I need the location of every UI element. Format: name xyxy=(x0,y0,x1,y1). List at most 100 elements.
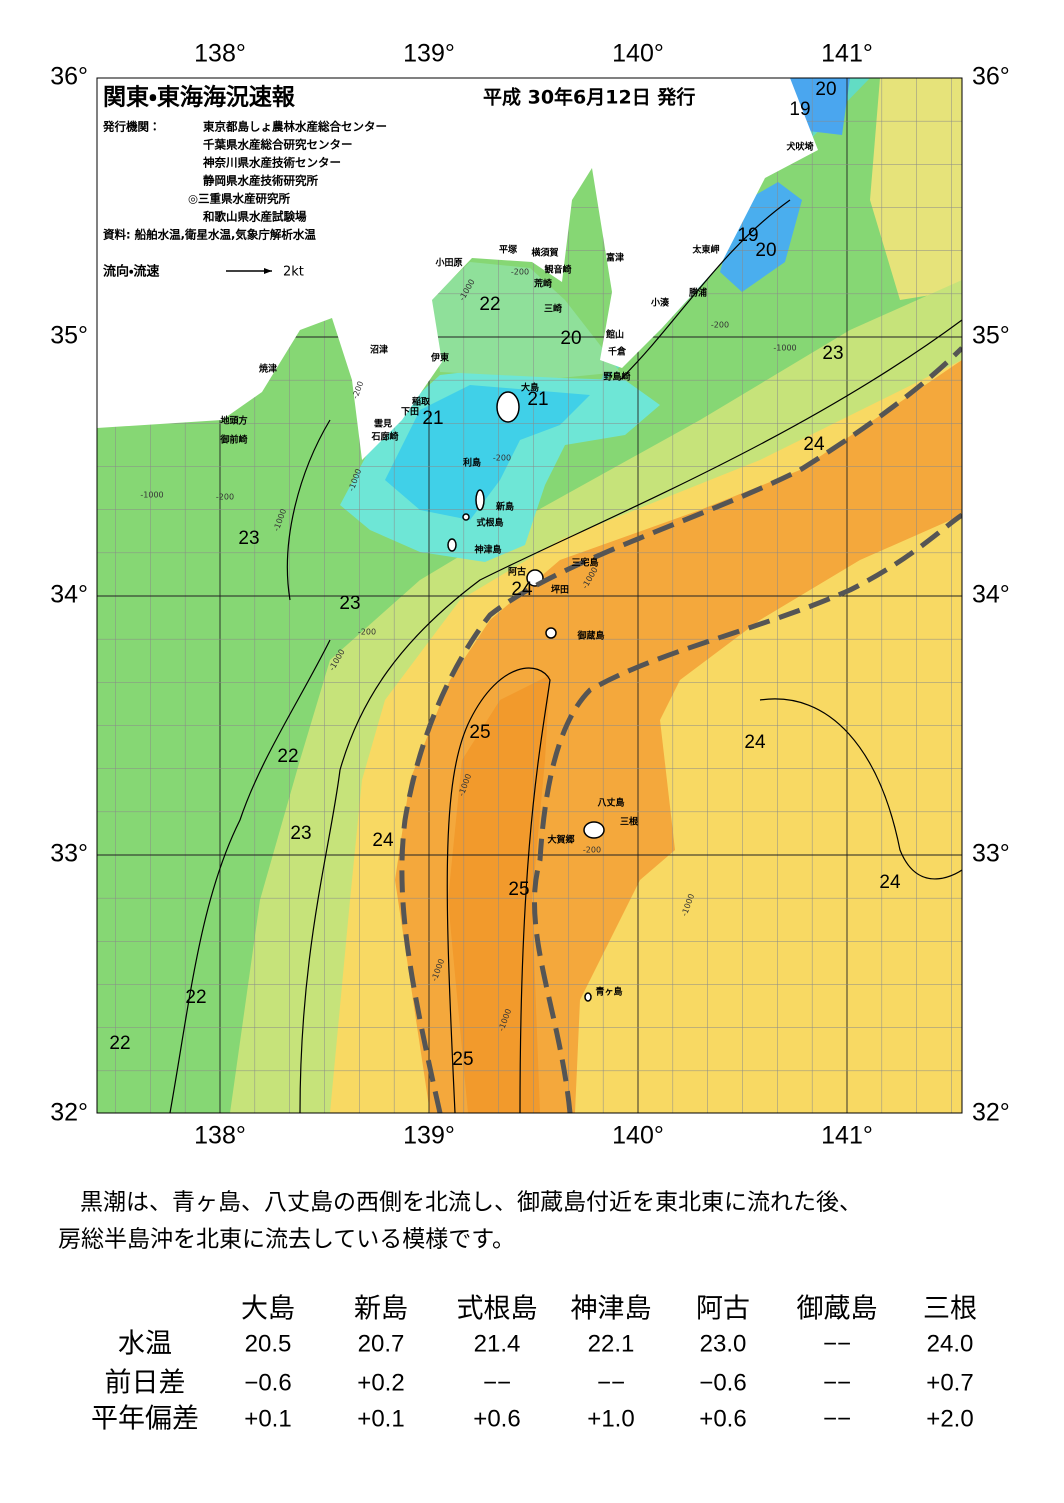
sources: 資料: 船舶水温,衛星水温,気象庁解析水温 xyxy=(103,228,316,242)
table-cell: +0.6 xyxy=(699,1405,746,1432)
longitude-label: 139° xyxy=(403,40,455,68)
isotherm-label: 24 xyxy=(511,579,533,600)
place-label: 三宅島 xyxy=(571,557,598,569)
latitude-label: 32° xyxy=(972,1099,1010,1127)
depth-label: -200 xyxy=(493,454,511,463)
table-cell: −0.6 xyxy=(699,1369,746,1396)
place-label: 伊東 xyxy=(430,352,449,364)
place-label: 御前崎 xyxy=(219,434,247,446)
island xyxy=(462,513,470,521)
isotherm-label: 25 xyxy=(469,722,490,743)
issuer: 静岡県水産技術研究所 xyxy=(203,174,318,188)
latitude-label: 36° xyxy=(972,63,1010,91)
place-label: 沼津 xyxy=(370,344,388,356)
isotherm-label: 19 xyxy=(789,99,810,120)
longitude-label: 138° xyxy=(194,40,246,68)
isotherm-label: 23 xyxy=(822,343,843,364)
place-label: 大賀郷 xyxy=(547,834,574,846)
islands xyxy=(447,391,605,1002)
place-label: 館山 xyxy=(605,329,624,341)
kuroshio-axis xyxy=(399,346,962,1113)
depth-label: -200 xyxy=(216,493,234,502)
table-header: 神津島 xyxy=(571,1294,652,1325)
description-line: 房総半島沖を北東に流去している模様です。 xyxy=(58,1227,515,1253)
place-label: 青ヶ島 xyxy=(595,986,622,998)
table-cell: +0.6 xyxy=(473,1405,520,1432)
depth-label: -200 xyxy=(583,846,601,855)
place-label: 神津島 xyxy=(473,544,501,556)
isotherm-label: 19 xyxy=(737,225,758,246)
isotherm-label: 21 xyxy=(527,389,548,410)
kuroshio-edge xyxy=(532,512,962,1113)
place-label: 犬吠埼 xyxy=(785,141,813,153)
table-cell: +0.2 xyxy=(357,1369,404,1396)
depth-label: -200 xyxy=(711,321,729,330)
table-cell: 22.1 xyxy=(588,1330,635,1357)
isotherm-label: 24 xyxy=(803,434,825,455)
table-header: 阿古 xyxy=(696,1294,750,1325)
latitude-label: 35° xyxy=(972,322,1010,350)
issuer: ◎三重県水産研究所 xyxy=(188,192,291,206)
table-header: 新島 xyxy=(354,1294,408,1325)
issuer-label: 発行機関： xyxy=(102,120,161,134)
longitude-label: 140° xyxy=(612,40,664,68)
table-cell: 24.0 xyxy=(927,1330,974,1357)
place-label: 千倉 xyxy=(608,346,627,358)
place-label: 焼津 xyxy=(259,363,277,375)
legend-arrow-head xyxy=(264,268,272,274)
place-label: 観音崎 xyxy=(544,264,571,276)
depth-label: -1000 xyxy=(773,344,796,353)
sea-cyan-dark xyxy=(385,385,590,520)
island xyxy=(545,627,557,639)
isotherm-label: 22 xyxy=(479,294,500,315)
isotherm-label: 20 xyxy=(815,79,836,100)
table-cell: −0.6 xyxy=(244,1369,291,1396)
place-label: 八丈島 xyxy=(597,797,624,809)
isotherm-label: 22 xyxy=(109,1033,130,1054)
sea-yellow-green xyxy=(870,78,962,300)
isotherm-label: 24 xyxy=(372,830,394,851)
longitude-label: 140° xyxy=(612,1122,664,1150)
isotherm-label: 22 xyxy=(185,987,206,1008)
issuer: 神奈川県水産技術センター xyxy=(202,156,341,170)
place-label: 平塚 xyxy=(499,244,518,256)
place-label: 下田 xyxy=(401,407,419,418)
table-cell: −− xyxy=(823,1369,851,1396)
place-label: 石廊崎 xyxy=(370,431,398,443)
depth-label: -1000 xyxy=(140,491,163,500)
place-label: 御蔵島 xyxy=(576,630,604,642)
legend-label: 流向・流速 xyxy=(103,264,159,280)
map-frame xyxy=(96,77,963,1114)
issuer: 和歌山県水産試験場 xyxy=(203,210,307,224)
place-label: 三根 xyxy=(620,816,639,828)
table-cell: +0.7 xyxy=(926,1369,973,1396)
latitude-label: 36° xyxy=(50,63,88,91)
island xyxy=(583,821,605,839)
table-cell: −− xyxy=(597,1369,625,1396)
place-label: 小田原 xyxy=(434,257,462,269)
place-label: 横須賀 xyxy=(531,247,558,259)
row-label: 平年偏差 xyxy=(91,1404,199,1435)
place-label: 荒崎 xyxy=(533,278,552,290)
sea-orange-core xyxy=(448,675,550,1113)
isotherm xyxy=(446,667,551,1113)
longitude-label: 138° xyxy=(194,1122,246,1150)
kuroshio-edge xyxy=(399,346,962,1113)
table-header: 三根 xyxy=(923,1294,977,1325)
table-cell: −− xyxy=(823,1330,851,1357)
place-label: 三崎 xyxy=(544,303,562,315)
table-header: 式根島 xyxy=(457,1294,538,1325)
latitude-label: 32° xyxy=(50,1099,88,1127)
longitude-label: 141° xyxy=(821,40,873,68)
place-label: 利島 xyxy=(462,457,481,469)
place-label: 稲取 xyxy=(412,396,431,408)
longitude-label: 139° xyxy=(403,1122,455,1150)
place-label: 坪田 xyxy=(551,584,569,596)
isotherm xyxy=(759,698,962,880)
row-label: 前日差 xyxy=(105,1368,186,1399)
issuer: 千葉県水産総合研究センター xyxy=(203,138,353,152)
place-label: 阿古 xyxy=(508,566,526,578)
table-cell: +1.0 xyxy=(587,1405,634,1432)
table-cell: +0.1 xyxy=(244,1405,291,1432)
